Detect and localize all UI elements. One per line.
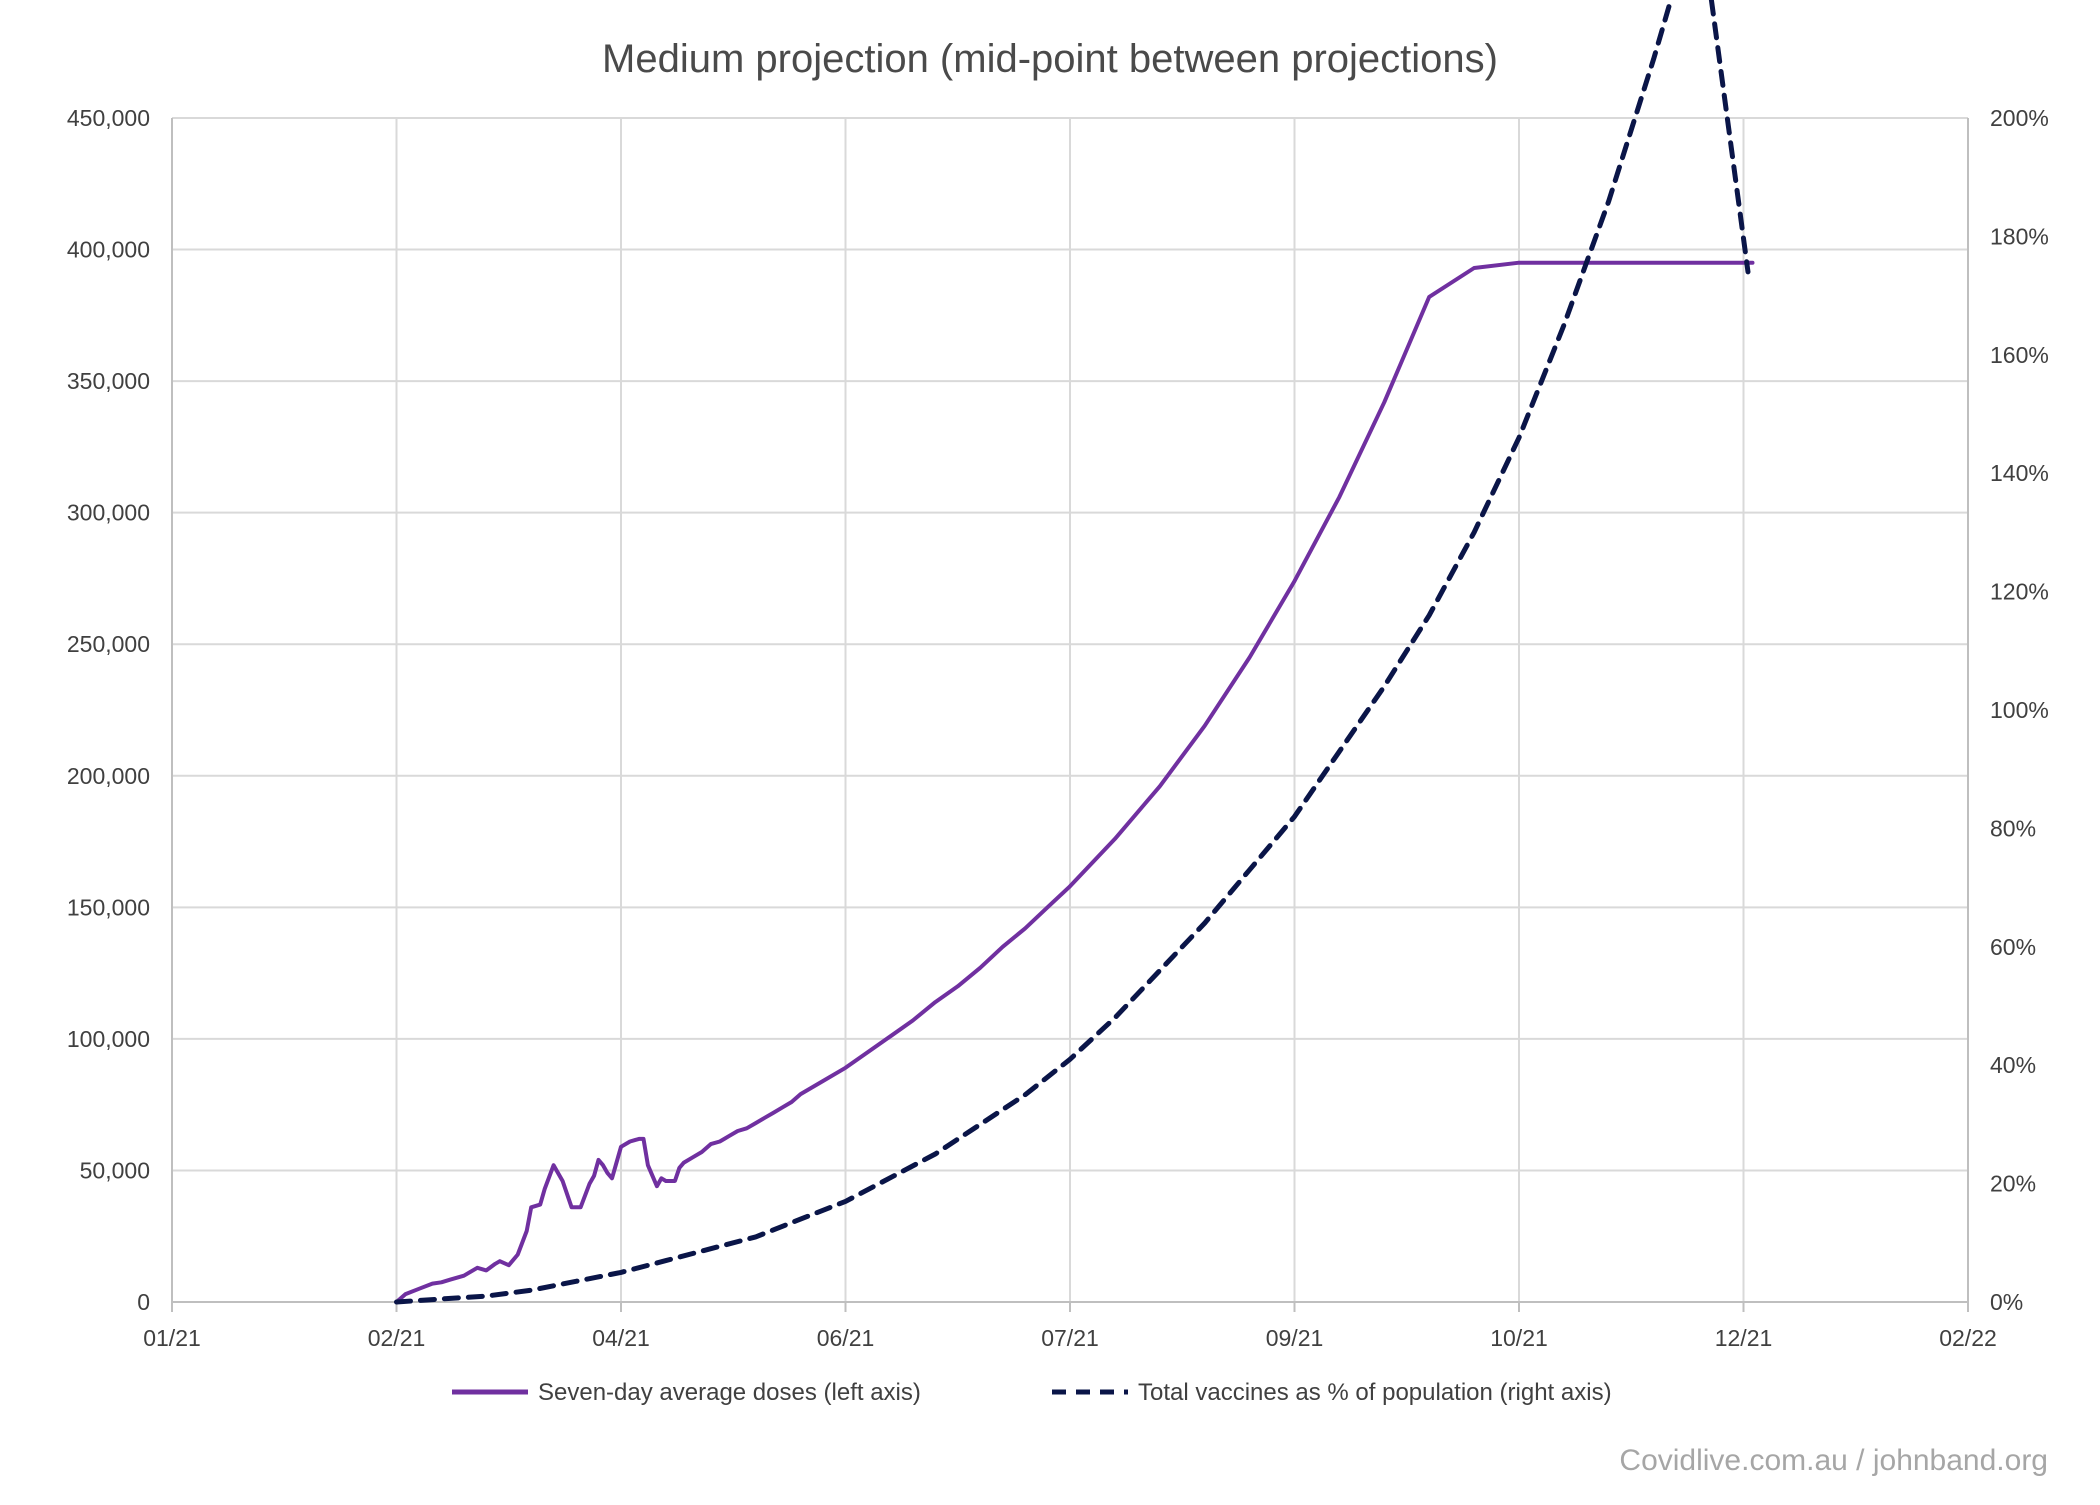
y-tick-label-right: 200% — [1990, 105, 2049, 131]
y-tick-label-right: 40% — [1990, 1052, 2036, 1078]
series-line-seven-day-average — [394, 260, 1755, 1304]
y-tick-label-left: 0 — [137, 1289, 150, 1315]
x-tick-label: 10/21 — [1490, 1325, 1548, 1351]
chart-title: Medium projection (mid-point between pro… — [602, 37, 1498, 81]
gridlines — [172, 117, 1968, 1302]
y-tick-label-right: 180% — [1990, 223, 2049, 249]
x-tick-label: 01/21 — [143, 1325, 201, 1351]
y-tick-label-right: 80% — [1990, 815, 2036, 841]
y-tick-label-left: 50,000 — [80, 1157, 150, 1183]
x-tick-label: 02/22 — [1939, 1325, 1997, 1351]
y-tick-label-right: 160% — [1990, 342, 2049, 368]
y-tick-label-left: 400,000 — [67, 237, 150, 263]
y-tick-label-right: 140% — [1990, 460, 2049, 486]
legend: Seven-day average doses (left axis) Tota… — [452, 1379, 1612, 1406]
legend-label-total-vaccines: Total vaccines as % of population (right… — [1138, 1379, 1612, 1406]
y-tick-label-left: 200,000 — [67, 763, 150, 789]
x-tick-label: 04/21 — [592, 1325, 650, 1351]
y-tick-label-left: 250,000 — [67, 631, 150, 657]
x-tick-label: 09/21 — [1266, 1325, 1324, 1351]
y-tick-label-right: 120% — [1990, 579, 2049, 605]
y-tick-label-right: 60% — [1990, 934, 2036, 960]
series-line-total-vaccines-percent — [394, 0, 1751, 1305]
y-tick-label-left: 350,000 — [67, 368, 150, 394]
y-tick-label-right: 20% — [1990, 1171, 2036, 1197]
y-tick-label-left: 300,000 — [67, 500, 150, 526]
x-tick-label: 12/21 — [1715, 1325, 1773, 1351]
y-tick-label-right: 100% — [1990, 697, 2049, 723]
x-tick-label: 02/21 — [368, 1325, 426, 1351]
axes: 0 50,000 100,000 150,000 200,000 250,000 300,0… — [67, 105, 2049, 1351]
x-tick-label: 06/21 — [817, 1325, 875, 1351]
source-credit: Covidlive.com.au / johnband.org — [1619, 1444, 2048, 1477]
legend-label-seven-day-average: Seven-day average doses (left axis) — [538, 1379, 921, 1406]
y-tick-label-left: 100,000 — [67, 1026, 150, 1052]
y-tick-label-left: 150,000 — [67, 894, 150, 920]
y-tick-label-left: 450,000 — [67, 105, 150, 131]
y-tick-label-right: 0% — [1990, 1289, 2023, 1315]
x-tick-label: 07/21 — [1041, 1325, 1099, 1351]
series-lines — [394, 0, 1755, 1305]
